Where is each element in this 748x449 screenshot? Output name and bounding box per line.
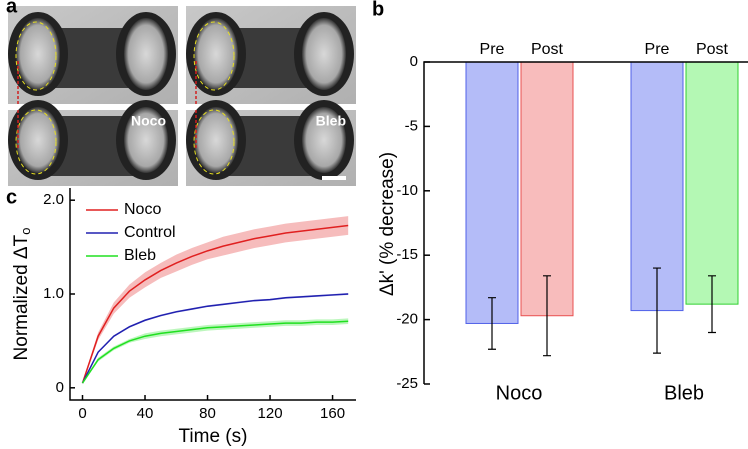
- micrographs: Noco Bleb: [8, 6, 356, 186]
- y-tick-label: 0: [410, 53, 418, 70]
- x-tick-label: 120: [258, 405, 283, 422]
- image-label: Bleb: [316, 113, 346, 129]
- y-tick-label: 2.0: [43, 191, 64, 208]
- micrograph: [8, 6, 178, 104]
- line: [81, 224, 349, 384]
- bar: [685, 61, 739, 305]
- bar: [520, 61, 574, 317]
- micrograph: [186, 6, 356, 104]
- y-axis-label: Normalized ΔTo: [11, 228, 33, 361]
- legend-label: Bleb: [124, 247, 156, 264]
- line: [81, 293, 349, 384]
- y-axis-label: Δk' (% decrease): [377, 152, 398, 296]
- y-tick-label: -15: [396, 246, 418, 263]
- axis: [69, 188, 356, 401]
- y-tick-label: -5: [405, 117, 418, 134]
- error-bar: [653, 267, 661, 354]
- panel-label: c: [6, 186, 17, 208]
- y-tick-label: 1.0: [43, 285, 64, 302]
- panel-label: b: [372, 0, 384, 21]
- line: [81, 320, 349, 384]
- bar-series-label: Pre: [645, 41, 670, 58]
- error-bar: [488, 297, 496, 350]
- bar-series-label: Pre: [480, 41, 505, 58]
- micrograph: [8, 100, 178, 186]
- bar: [465, 61, 519, 324]
- x-axis-label: Time (s): [179, 426, 248, 447]
- x-tick-label: 40: [137, 405, 154, 422]
- bar-series-label: Post: [696, 41, 729, 58]
- x-tick-label: Noco: [496, 382, 543, 404]
- error-bar: [708, 275, 716, 334]
- image-label: Noco: [131, 113, 166, 129]
- error-band: [82, 293, 349, 384]
- x-tick-label: 160: [320, 405, 345, 422]
- legend-label: Noco: [124, 201, 161, 218]
- panel-label: a: [6, 0, 18, 18]
- y-tick-label: 0: [56, 379, 64, 396]
- y-tick-label: -20: [396, 311, 418, 328]
- bar-series-label: Post: [531, 41, 564, 58]
- x-tick-label: Bleb: [664, 382, 704, 404]
- x-tick-label: 0: [78, 405, 86, 422]
- error-band: [82, 216, 349, 385]
- error-bar: [543, 275, 551, 357]
- y-tick-label: -10: [396, 182, 418, 199]
- y-axis-label-main: Normalized ΔT: [11, 234, 32, 360]
- x-tick-label: 80: [199, 405, 216, 422]
- legend-label: Control: [124, 224, 176, 241]
- micrograph: [186, 100, 356, 186]
- y-axis-label-subscript: o: [18, 228, 33, 235]
- error-band: [82, 318, 349, 384]
- y-tick-label: -25: [396, 375, 418, 392]
